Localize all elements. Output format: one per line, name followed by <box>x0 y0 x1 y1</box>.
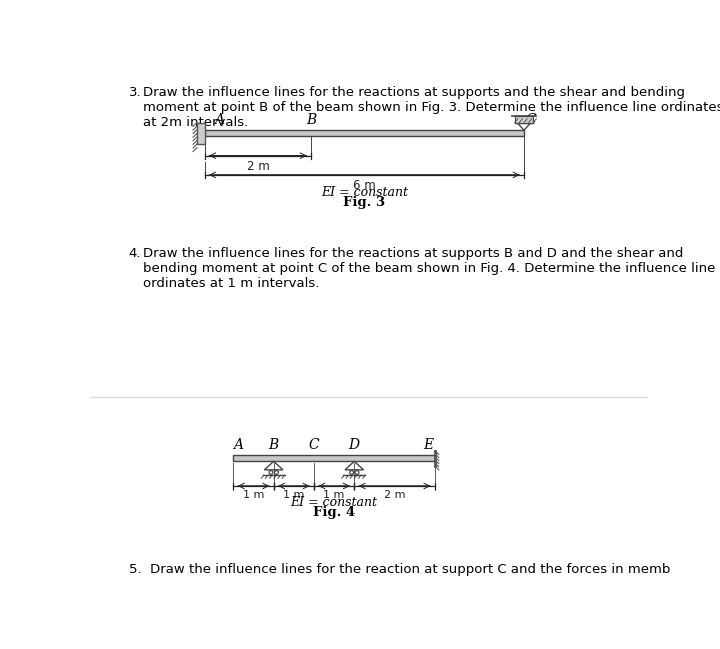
Text: D: D <box>348 438 360 452</box>
Text: Fig. 4: Fig. 4 <box>313 506 355 519</box>
Text: EI = constant: EI = constant <box>321 186 408 199</box>
Text: Fig. 3: Fig. 3 <box>343 196 385 209</box>
Text: 1 m: 1 m <box>243 490 264 500</box>
Text: Draw the influence lines for the reactions at supports and the shear and bending: Draw the influence lines for the reactio… <box>143 86 720 129</box>
Text: 2 m: 2 m <box>384 490 405 500</box>
Text: 6 m: 6 m <box>353 178 376 191</box>
Text: A: A <box>214 113 224 127</box>
Text: B: B <box>269 438 279 452</box>
Text: C: C <box>309 438 319 452</box>
Text: 4.: 4. <box>129 247 141 260</box>
Text: B: B <box>306 113 316 127</box>
Text: Draw the influence lines for the reactions at supports B and D and the shear and: Draw the influence lines for the reactio… <box>143 247 715 290</box>
Text: EI = constant: EI = constant <box>291 496 377 509</box>
Text: A: A <box>233 438 243 452</box>
Text: C: C <box>526 113 536 127</box>
Bar <box>233 455 435 461</box>
Text: 5.  Draw the influence lines for the reaction at support C and the forces in mem: 5. Draw the influence lines for the reac… <box>129 563 670 576</box>
Bar <box>515 116 534 123</box>
Bar <box>204 130 524 136</box>
Text: 1 m: 1 m <box>283 490 305 500</box>
Text: E: E <box>423 438 433 452</box>
Bar <box>197 123 204 144</box>
Text: 2 m: 2 m <box>246 160 269 173</box>
Text: 1 m: 1 m <box>323 490 345 500</box>
Text: 3.: 3. <box>129 86 141 99</box>
